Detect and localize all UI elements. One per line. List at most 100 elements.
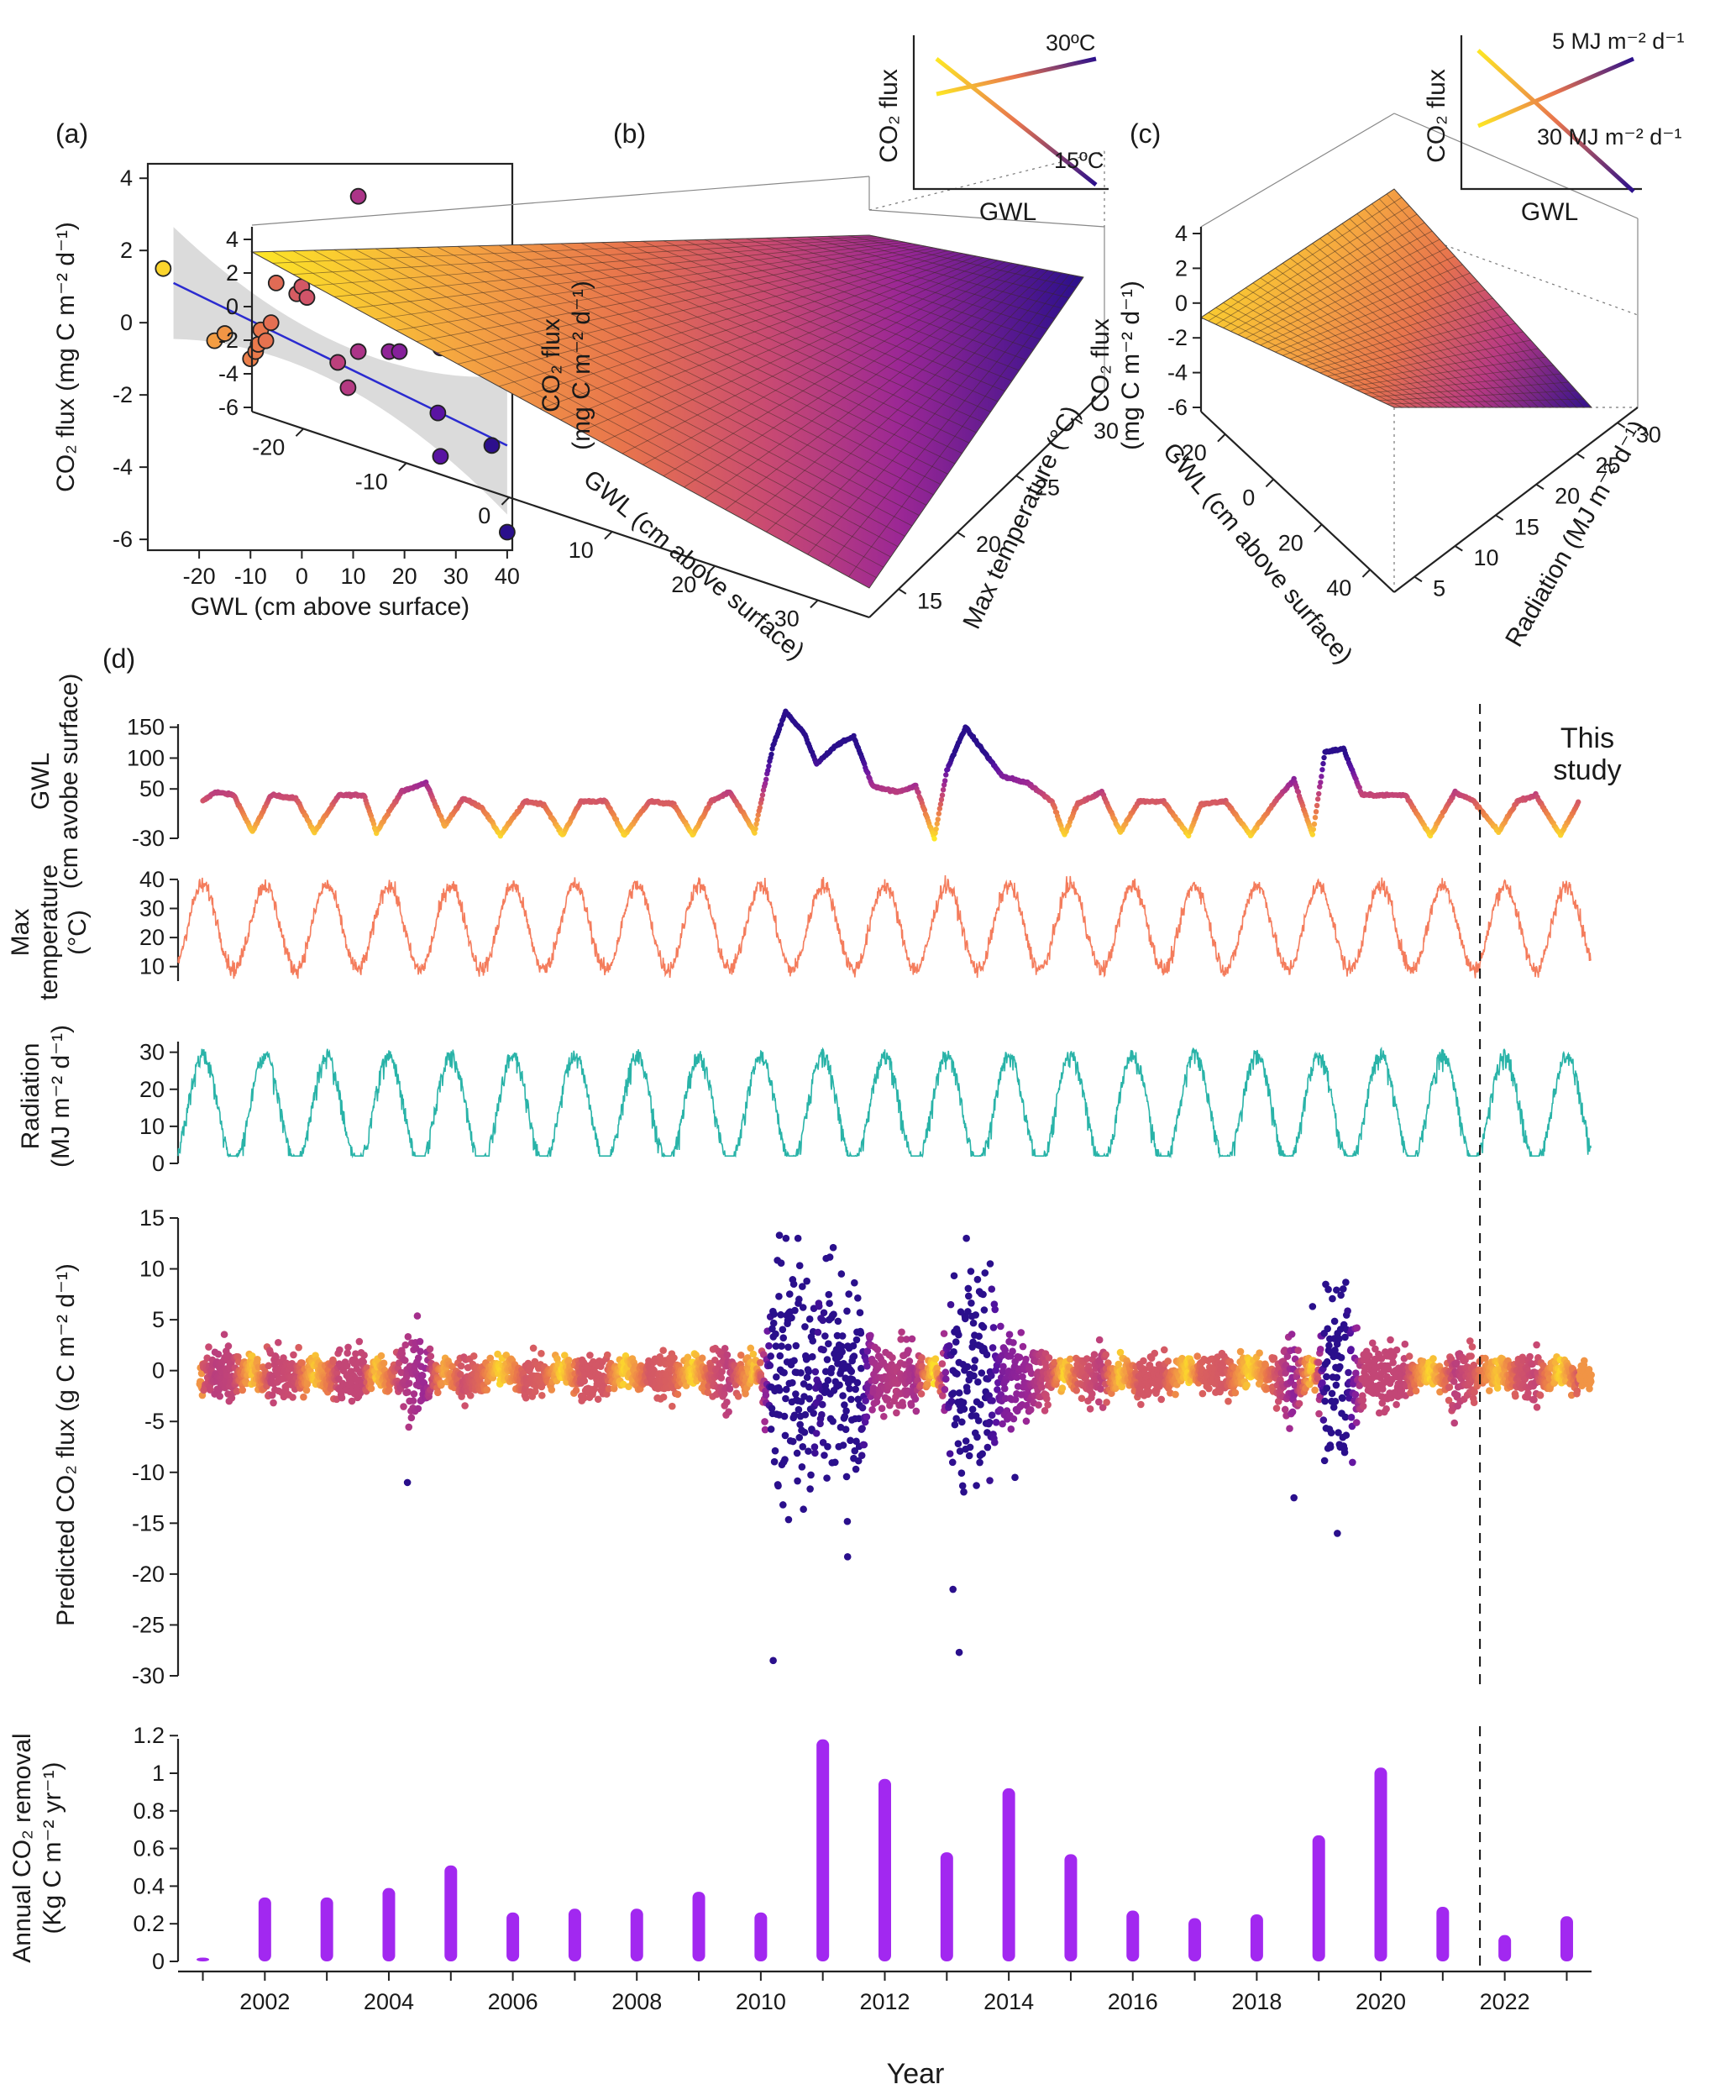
panel-d-flux-point	[486, 1354, 495, 1362]
panel-d-flux-point	[1339, 1394, 1346, 1402]
panel-d-flux-point	[979, 1290, 987, 1299]
panel-c-y-tick	[1454, 545, 1463, 552]
panel-d-flux-point	[400, 1403, 407, 1410]
panel-d-flux-point	[952, 1415, 960, 1423]
panel-d-flux-point	[847, 1368, 856, 1375]
panel-d-flux-point	[841, 1401, 848, 1409]
panel-d-temp-tick-label: 30	[139, 896, 165, 921]
panel-d-flux-point	[862, 1397, 869, 1404]
panel-d-flux-point	[950, 1272, 958, 1280]
panel-c-inset-label-30MJ: 30 MJ m⁻² d⁻¹	[1537, 124, 1682, 150]
panel-a-point	[329, 354, 347, 371]
panel-a-point	[155, 260, 172, 277]
panel-d-flux-point	[792, 1390, 800, 1398]
panel-d-gwl-point	[762, 780, 768, 787]
panel-b-mesh-line	[827, 235, 1070, 299]
panel-d-flux-point	[1225, 1397, 1232, 1405]
panel-b-z-tick-label: 2	[226, 260, 239, 286]
panel-d-gwl-tick-label: 100	[127, 745, 165, 770]
panel-d-flux-point	[1073, 1387, 1081, 1394]
panel-d-flux-point	[1288, 1408, 1297, 1416]
panel-d-flux-point	[656, 1352, 663, 1361]
panel-d-flux-point	[1323, 1384, 1331, 1392]
panel-d-gwl-tick-label: -30	[132, 826, 165, 851]
panel-d-gwl-point	[938, 796, 945, 803]
panel-a-y-tick-label: 4	[120, 165, 133, 191]
panel-d-flux-point	[360, 1352, 368, 1359]
panel-d-flux-point	[684, 1353, 692, 1362]
panel-c-x-tick	[1314, 523, 1323, 533]
panel-d-flux-point	[788, 1314, 795, 1322]
panel-d-flux-point	[952, 1338, 960, 1346]
panel-b-y-tick-label: 15	[917, 588, 942, 613]
panel-d-flux-point	[469, 1352, 478, 1360]
panel-d-flux-points	[196, 1231, 1596, 1665]
panel-d-flux-point	[858, 1404, 867, 1412]
panel-d-flux-point	[869, 1384, 878, 1392]
panel-d-flux-point	[1095, 1398, 1103, 1406]
panel-b-x-tick-label: 0	[478, 503, 490, 528]
panel-d-flux-point	[789, 1378, 796, 1387]
panel-d-flux-point	[1324, 1285, 1332, 1294]
panel-d-flux-point	[1236, 1347, 1245, 1356]
panel-b-x-tick	[295, 428, 304, 437]
panel-d-flux-point	[964, 1292, 973, 1300]
panel-d-flux-point	[962, 1315, 969, 1323]
panel-d-flux-point	[918, 1362, 926, 1371]
panel-c-inset-line-30MJ	[1476, 49, 1635, 193]
panel-d-flux-point	[770, 1457, 779, 1466]
panel-b-x-tick-label: 20	[671, 572, 696, 597]
panel-d-flux-point	[726, 1385, 734, 1393]
panel-d-flux-point	[820, 1346, 827, 1354]
panel-d-flux-point	[779, 1334, 788, 1341]
panel-b-z-tick-label: 0	[226, 294, 239, 319]
panel-d-flux-point	[794, 1477, 801, 1485]
panel-d-flux-point	[851, 1446, 859, 1455]
panel-d-flux-point	[795, 1262, 804, 1269]
panel-d-flux-point	[416, 1337, 424, 1346]
panel-d-flux-point	[843, 1517, 852, 1525]
panel-d-flux-point	[1038, 1383, 1046, 1391]
panel-d-flux-point	[968, 1299, 975, 1307]
panel-d-flux-point	[812, 1430, 821, 1437]
panel-d-flux-point	[798, 1463, 806, 1471]
panel-a-point	[257, 332, 275, 349]
panel-c-y-tick-label: 15	[1514, 514, 1539, 539]
panel-d-flux-point	[880, 1412, 888, 1420]
panel-d-gwl-point	[1311, 821, 1318, 827]
panel-d-flux-point	[781, 1456, 789, 1463]
panel-d-flux-point	[1140, 1357, 1147, 1365]
panel-d-flux-tick-label: 0	[152, 1358, 165, 1383]
panel-d-flux-point	[1172, 1390, 1179, 1399]
panel-d-flux-point	[805, 1383, 813, 1391]
panel-d-flux-point	[1337, 1291, 1345, 1299]
panel-d-flux-point	[912, 1407, 920, 1415]
panel-d-flux-point	[823, 1356, 831, 1363]
panel-c-mesh-line	[1356, 213, 1555, 408]
panel-d-flux-point	[1335, 1335, 1343, 1343]
panel-c-mesh-line	[1334, 228, 1531, 408]
panel-d-flux-point	[1331, 1347, 1339, 1354]
panel-b-box-edge	[251, 176, 870, 226]
panel-d-flux-point	[838, 1347, 847, 1356]
panel-d-flux-point	[410, 1390, 418, 1398]
panel-d-flux-point	[718, 1368, 726, 1376]
panel-d-flux-point	[1009, 1347, 1016, 1355]
panel-d-gwl-point	[765, 768, 771, 774]
panel-c-inset-label-5MJ: 5 MJ m⁻² d⁻¹	[1552, 29, 1685, 54]
panel-d-flux-point	[239, 1386, 247, 1394]
panel-d-flux-point	[974, 1378, 982, 1386]
panel-d-flux-point	[989, 1324, 998, 1331]
panel-c-z-label-2: (mg C m⁻² d⁻¹)	[1117, 281, 1145, 450]
panel-c-z-tick-label: 0	[1175, 291, 1188, 316]
panel-d-flux-point	[825, 1340, 832, 1347]
panel-d-flux-point	[965, 1452, 973, 1460]
panel-b-x-tick-label: -20	[252, 434, 285, 459]
panel-d-flux-point	[756, 1358, 764, 1367]
panel-a-x-label: GWL (cm above surface)	[191, 593, 469, 621]
panel-d-flux-point	[969, 1319, 978, 1327]
panel-d-flux-point	[405, 1379, 413, 1388]
panel-a-x-tick-label: 40	[495, 564, 520, 589]
